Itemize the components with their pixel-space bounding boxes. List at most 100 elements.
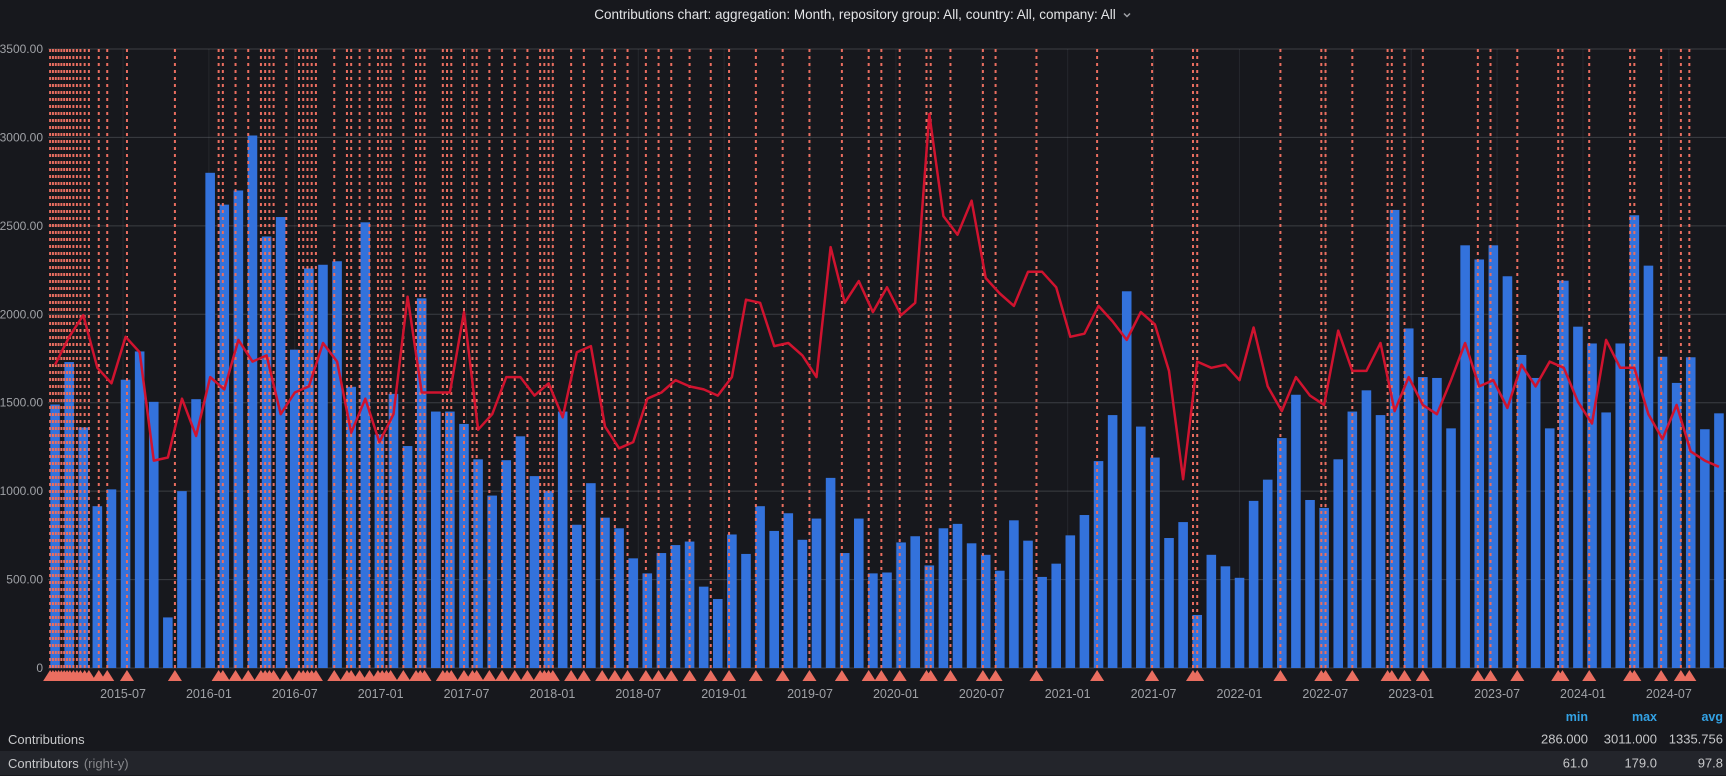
contributions-bar[interactable] — [642, 573, 653, 668]
annotation-marker-icon[interactable] — [748, 670, 763, 681]
contributions-bar[interactable] — [1220, 566, 1231, 668]
legend-header-max[interactable]: max — [1631, 709, 1657, 724]
contributions-bar[interactable] — [1389, 209, 1400, 668]
annotation-marker-icon[interactable] — [595, 670, 610, 681]
contributions-bar[interactable] — [1305, 499, 1315, 668]
annotation-marker-icon[interactable] — [651, 670, 666, 681]
contributions-bar[interactable] — [769, 530, 779, 668]
annotation-marker-icon[interactable] — [1415, 670, 1430, 681]
annotation-marker-icon[interactable] — [545, 670, 560, 681]
contributions-bar[interactable] — [177, 491, 187, 668]
contributions-bar[interactable] — [811, 518, 822, 668]
annotation-marker-icon[interactable] — [1345, 670, 1360, 681]
contributions-bar[interactable] — [854, 518, 864, 668]
contributions-bar[interactable] — [360, 222, 371, 668]
contributions-bar[interactable] — [1206, 554, 1217, 668]
contributions-bar[interactable] — [783, 513, 794, 668]
annotation-marker-icon[interactable] — [703, 670, 718, 681]
contributions-bar[interactable] — [402, 446, 413, 668]
contributions-bar[interactable] — [1559, 280, 1569, 668]
contributions-bar[interactable] — [1657, 356, 1668, 668]
contributions-bar[interactable] — [1544, 428, 1555, 668]
contributions-bar[interactable] — [261, 236, 272, 668]
contributions-bar[interactable] — [1671, 382, 1682, 668]
contributions-bar[interactable] — [416, 298, 427, 668]
annotation-marker-icon[interactable] — [352, 670, 367, 681]
contributions-bar[interactable] — [896, 542, 906, 668]
annotation-marker-icon[interactable] — [988, 670, 1003, 681]
annotation-marker-icon[interactable] — [1090, 670, 1105, 681]
annotation-marker-icon[interactable] — [892, 670, 907, 681]
contributions-bar[interactable] — [487, 495, 497, 668]
contributions-bar[interactable] — [1065, 535, 1076, 668]
contributions-bar[interactable] — [1009, 520, 1019, 668]
contributions-bar[interactable] — [445, 411, 455, 668]
contributions-bar[interactable] — [980, 554, 991, 668]
annotation-marker-icon[interactable] — [279, 670, 294, 681]
contributions-bar[interactable] — [1573, 326, 1583, 668]
annotation-marker-icon[interactable] — [469, 670, 484, 681]
annotation-marker-icon[interactable] — [834, 670, 849, 681]
contributions-bar[interactable] — [1488, 245, 1499, 668]
contributions-bar[interactable] — [1150, 457, 1160, 668]
contributions-bar[interactable] — [374, 434, 385, 668]
legend-label-contributions[interactable]: Contributions — [8, 731, 85, 747]
contributions-bar[interactable] — [1023, 540, 1033, 668]
annotation-marker-icon[interactable] — [1384, 670, 1399, 681]
contributions-bar[interactable] — [938, 528, 949, 668]
annotation-marker-icon[interactable] — [1582, 670, 1597, 681]
contributions-bar[interactable] — [614, 528, 624, 668]
contributions-bar[interactable] — [910, 536, 920, 668]
contributions-bar[interactable] — [1474, 259, 1485, 668]
contributions-bar[interactable] — [275, 217, 286, 668]
annotation-marker-icon[interactable] — [1483, 670, 1498, 681]
contributions-bar[interactable] — [1700, 429, 1710, 668]
annotation-marker-icon[interactable] — [1318, 670, 1333, 681]
contributions-bar[interactable] — [1601, 412, 1611, 668]
contributions-bar[interactable] — [557, 411, 568, 668]
annotation-marker-icon[interactable] — [1510, 670, 1525, 681]
contributions-bar[interactable] — [1714, 413, 1724, 668]
contributions-bar[interactable] — [1079, 515, 1090, 668]
contributions-bar[interactable] — [1192, 614, 1203, 668]
contributions-bar[interactable] — [670, 545, 681, 668]
contributions-bar[interactable] — [388, 393, 399, 668]
contributions-bar[interactable] — [473, 459, 483, 668]
contributors-line[interactable] — [53, 112, 1720, 481]
contributions-bar[interactable] — [868, 573, 878, 668]
annotation-marker-icon[interactable] — [507, 670, 522, 681]
annotation-marker-icon[interactable] — [495, 670, 510, 681]
contributions-bar[interactable] — [741, 553, 751, 668]
annotation-marker-icon[interactable] — [975, 670, 990, 681]
contributions-bar[interactable] — [106, 489, 117, 668]
legend-row-contributors[interactable]: Contributors (right-y) 61.0 179.0 97.8 — [0, 751, 1726, 775]
annotation-marker-icon[interactable] — [81, 670, 96, 681]
annotation-marker-icon[interactable] — [664, 670, 679, 681]
contributions-bar[interactable] — [698, 586, 709, 668]
chart-area[interactable]: 3500.00 3000.00 2500.00 2000.00 1500.00 1000.… — [0, 0, 1726, 711]
contributions-bar[interactable] — [1530, 377, 1541, 668]
contributions-bar[interactable] — [656, 553, 667, 668]
legend-header-min[interactable]: min — [1565, 709, 1588, 724]
annotation-marker-icon[interactable] — [308, 670, 323, 681]
contributions-bar[interactable] — [543, 491, 554, 668]
annotation-marker-icon[interactable] — [874, 670, 889, 681]
annotation-marker-icon[interactable] — [576, 670, 591, 681]
legend-row-contributions[interactable]: Contributions 286.000 3011.000 1335.756 — [0, 727, 1726, 751]
contributions-bar[interactable] — [995, 570, 1005, 668]
contributions-bar[interactable] — [332, 261, 342, 668]
annotation-marker-icon[interactable] — [383, 670, 398, 681]
annotation-marker-icon[interactable] — [943, 670, 958, 681]
contributions-bar[interactable] — [1516, 354, 1527, 668]
annotation-marker-icon[interactable] — [1190, 670, 1205, 681]
annotation-marker-icon[interactable] — [564, 670, 579, 681]
contributions-bar[interactable] — [1685, 357, 1696, 668]
contributions-bar[interactable] — [120, 379, 131, 668]
contributions-bar[interactable] — [1587, 343, 1597, 668]
annotation-marker-icon[interactable] — [682, 670, 697, 681]
contributions-bar[interactable] — [1333, 459, 1344, 668]
annotation-marker-icon[interactable] — [100, 670, 115, 681]
contributions-bar[interactable] — [839, 553, 850, 668]
annotation-marker-icon[interactable] — [1029, 670, 1044, 681]
contributions-bar[interactable] — [1093, 461, 1104, 668]
